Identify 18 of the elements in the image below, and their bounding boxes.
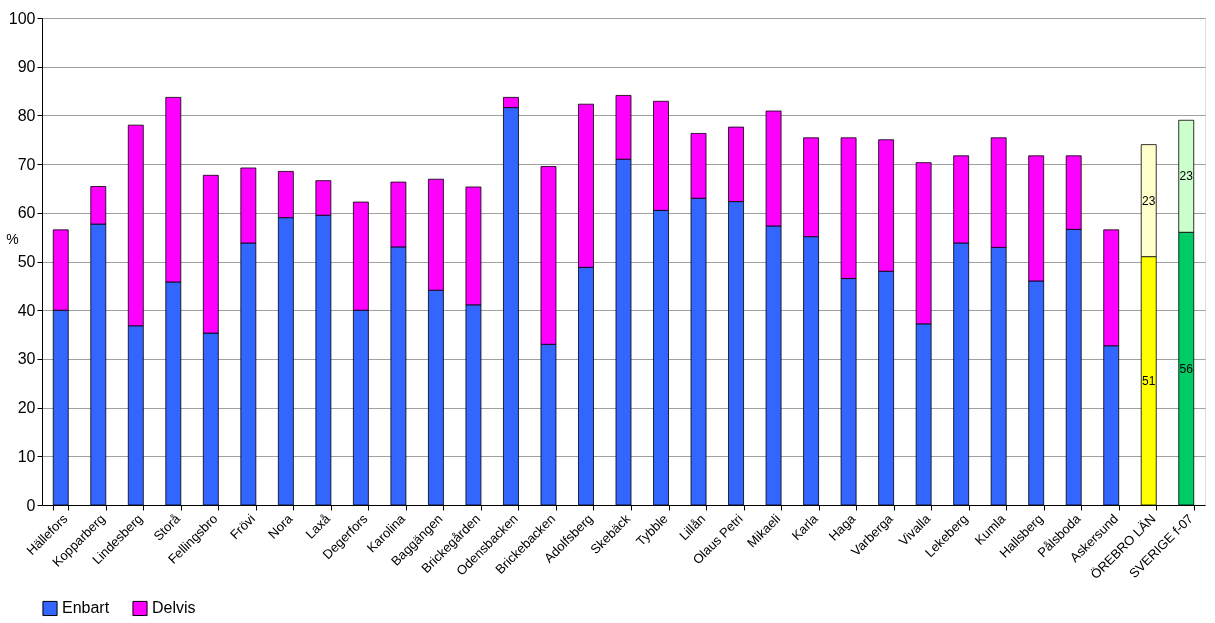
y-tick-label: 60 (17, 204, 36, 222)
y-tick-label: 90 (17, 58, 36, 76)
y-tick-label: 0 (26, 496, 36, 514)
y-tick-label: 80 (17, 106, 36, 124)
y-tick-label: 30 (17, 350, 36, 368)
data-label: 56 (1179, 361, 1194, 376)
y-tick-label: 100 (8, 9, 36, 27)
y-tick-label: 50 (17, 253, 36, 270)
data-label: 23 (1142, 193, 1156, 208)
y-tick-label: 20 (17, 399, 36, 417)
data-label: 51 (1142, 373, 1156, 388)
y-axis-title: % (6, 230, 19, 247)
y-tick-label: 10 (17, 447, 36, 465)
y-tick-label: 70 (17, 155, 36, 173)
y-tick-label: 40 (17, 301, 36, 319)
data-label: 23 (1179, 169, 1194, 184)
legend-label: Delvis (152, 599, 196, 617)
legend-label: Enbart (62, 599, 110, 617)
